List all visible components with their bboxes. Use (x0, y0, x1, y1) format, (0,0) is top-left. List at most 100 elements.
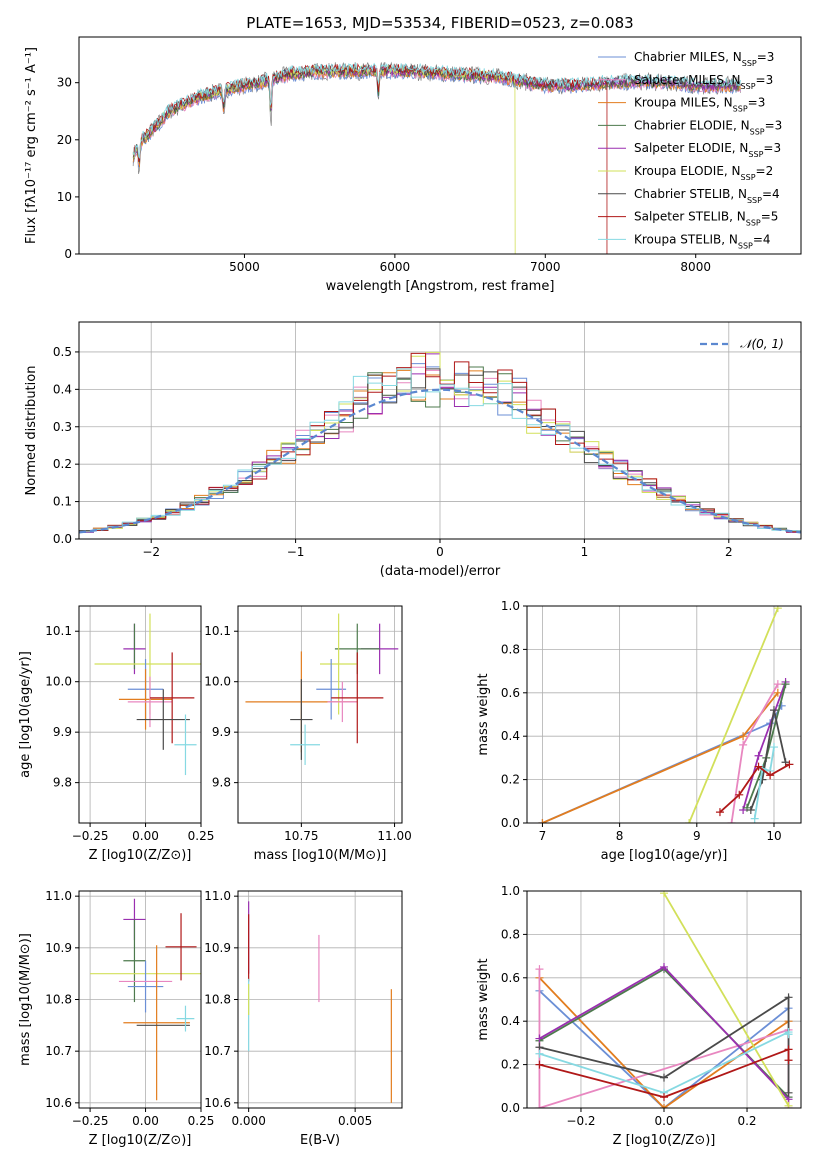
data-point (118, 669, 173, 730)
y-tick-label: 0.1 (53, 495, 72, 509)
axes-frame (78, 321, 802, 540)
weight-marker (773, 680, 782, 689)
residual-histogram (79, 352, 801, 533)
weight-marker (769, 706, 778, 715)
weight-marker (538, 819, 547, 823)
x-tick-label: 0.00 (132, 829, 159, 843)
legend-entry: Chabrier STELIB, NSSP=4 (634, 187, 780, 205)
weight-marker (784, 1045, 793, 1054)
weight-line (538, 990, 790, 1108)
legend-entry: Kroupa MILES, NSSP=3 (634, 96, 765, 114)
y-axis-label: Flux [fλ10⁻¹⁷ erg cm⁻² s⁻¹ A⁻¹] (24, 47, 39, 244)
weight-line (542, 705, 783, 823)
x-tick-label: 1 (581, 545, 589, 559)
weight-marker (535, 1104, 544, 1108)
weight-line (538, 977, 790, 1108)
weight-line (542, 692, 779, 823)
y-tick-label: 1.0 (501, 599, 520, 613)
y-tick-label: 10.0 (204, 675, 231, 689)
y-tick-label: 10.0 (45, 675, 72, 689)
legend-entry: Salpeter MILES, NSSP=3 (634, 73, 773, 91)
normal-reference-curve (79, 388, 801, 534)
data-point (320, 613, 358, 715)
x-tick-label: −0.25 (72, 1114, 109, 1128)
x-tick-label: 0.00 (132, 1114, 159, 1128)
data-point (165, 913, 197, 981)
weight-marker (660, 891, 668, 898)
x-tick-label: 8000 (680, 260, 711, 274)
plot-area-age-vs-mass (245, 613, 399, 765)
y-tick-label: 0.6 (501, 971, 520, 985)
data-point (136, 689, 190, 750)
weight-series (685, 606, 782, 823)
weight-line (539, 1048, 790, 1099)
weight-marker (773, 606, 782, 613)
data-point (174, 714, 197, 776)
panel-spectrum: 5000 6000 7000 8000 0 10 20 30 wavelength [Angst… (24, 36, 802, 294)
panel-mass-vs-EBV: 0.000 0.005 10.6 10.7 10.8 10.9 11.0 E(B-V) (204, 889, 403, 1148)
weight-marker (754, 762, 763, 771)
y-tick-label: 0.8 (501, 927, 520, 941)
x-tick-label: 8 (616, 829, 624, 843)
axes-frame (78, 605, 202, 824)
x-tick-label: 7000 (530, 260, 561, 274)
legend-entry: Chabrier ELODIE, NSSP=3 (634, 118, 782, 136)
data-point (123, 945, 190, 1101)
panel-mass-vs-Z: −0.25 0.00 0.25 10.6 10.7 10.8 10.9 11.0 Z [log1… (18, 889, 214, 1148)
y-tick-label: 0.2 (501, 1058, 520, 1072)
x-tick-label: 0.25 (188, 829, 215, 843)
panel-age-vs-mass: 10.75 11.00 9.8 9.9 10.0 10.1 mass [log10(M/M⊙… (204, 605, 412, 863)
y-tick-label: 9.8 (212, 776, 231, 790)
y-tick-label: 0.0 (501, 1101, 520, 1115)
model-spectrum-line (133, 62, 608, 254)
weight-line (688, 607, 779, 823)
y-axis-label: mass weight (476, 958, 491, 1040)
data-point (327, 681, 358, 723)
x-tick-label: −2 (142, 545, 160, 559)
plot-area-residuals (79, 351, 801, 534)
x-tick-label: 7 (539, 829, 547, 843)
weight-series (660, 891, 793, 1108)
y-tick-label: 9.8 (53, 776, 72, 790)
axes-frame (78, 36, 802, 255)
y-axis-label: mass weight (476, 673, 491, 755)
weight-marker (784, 1030, 793, 1039)
y-axis-label: Normed distribution (24, 366, 39, 496)
weight-marker (535, 1049, 544, 1058)
y-tick-label: 0.4 (53, 382, 72, 396)
figure-title: PLATE=1653, MJD=53534, FIBERID=0523, z=0… (246, 14, 633, 32)
data-point (123, 919, 146, 1003)
x-tick-label: 0.0 (654, 1114, 673, 1128)
weight-marker (739, 805, 748, 814)
x-tick-label: 2 (725, 545, 733, 559)
weight-marker (784, 993, 793, 1002)
y-tick-label: 0.4 (501, 1014, 520, 1028)
x-tick-label: 5000 (229, 260, 260, 274)
model-spectrum-line (132, 62, 741, 159)
weight-series (538, 688, 782, 823)
y-tick-label: 10.6 (45, 1096, 72, 1110)
x-tick-label: 10 (766, 829, 781, 843)
axes-frame (526, 605, 802, 824)
panel-age-vs-Z: −0.25 0.00 0.25 9.8 9.9 10.0 10.1 Z [log10(Z/Z⊙… (18, 605, 215, 863)
data-point (149, 652, 195, 744)
spectrum-legend: Chabrier MILES, NSSP=3 Salpeter MILES, NS… (598, 50, 782, 250)
weight-marker (739, 740, 748, 749)
weight-marker (660, 1093, 668, 1102)
weight-series (535, 1045, 793, 1102)
y-tick-label: 30 (57, 76, 72, 90)
weight-line (753, 746, 775, 819)
x-axis-label: Z [log10(Z/Z⊙)] (89, 848, 192, 863)
x-tick-label: −0.2 (566, 1114, 595, 1128)
x-tick-label: 0.000 (231, 1114, 265, 1128)
weight-marker (660, 1073, 668, 1082)
legend-entry: Salpeter STELIB, NSSP=5 (634, 210, 778, 228)
plot-area-massweight-vs-age (538, 606, 794, 823)
weight-series (746, 706, 790, 814)
y-tick-label: 10.8 (204, 993, 231, 1007)
data-point (127, 960, 164, 1013)
y-tick-label: 11.0 (45, 889, 72, 903)
y-tick-label: 0.0 (501, 816, 520, 830)
data-point (176, 1005, 195, 1032)
